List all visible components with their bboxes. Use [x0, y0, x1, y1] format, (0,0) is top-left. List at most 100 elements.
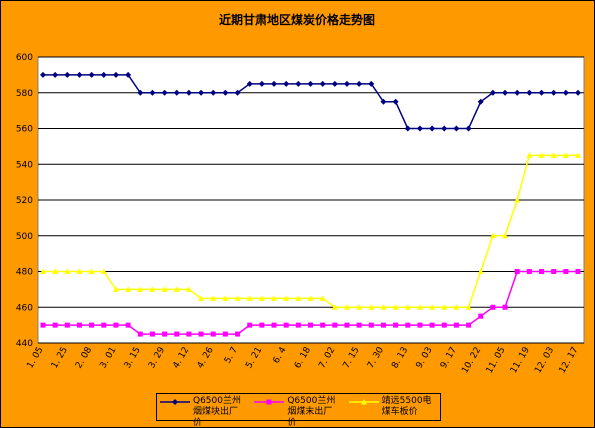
data-point — [40, 268, 46, 274]
data-point — [210, 331, 216, 337]
data-point — [234, 295, 241, 301]
data-point — [368, 304, 375, 310]
y-tick-label: 460 — [16, 303, 33, 313]
data-point — [478, 313, 484, 319]
y-tick-label: 600 — [16, 53, 33, 63]
data-point — [198, 331, 204, 337]
data-point — [161, 89, 168, 96]
data-point — [295, 295, 302, 301]
data-point — [174, 331, 180, 337]
data-point — [149, 89, 156, 96]
data-point — [514, 89, 521, 96]
data-point — [271, 80, 278, 87]
data-point — [271, 322, 277, 328]
data-point — [538, 152, 545, 158]
data-point — [295, 80, 302, 87]
data-point — [52, 71, 59, 78]
data-point — [295, 322, 301, 328]
data-point — [466, 322, 472, 328]
data-point — [502, 232, 509, 239]
data-point — [562, 89, 569, 96]
data-point — [64, 71, 71, 78]
data-point — [137, 331, 143, 337]
legend-marker — [172, 399, 178, 405]
data-point — [526, 89, 533, 96]
data-point — [100, 71, 107, 78]
data-point — [198, 295, 205, 301]
data-point — [368, 322, 374, 328]
legend-swatch — [160, 399, 190, 405]
data-point — [320, 322, 326, 328]
data-point — [259, 322, 265, 328]
data-point — [185, 286, 192, 292]
data-point — [380, 322, 386, 328]
data-point — [149, 286, 156, 292]
data-point — [502, 89, 509, 96]
data-point — [234, 89, 241, 96]
data-point — [453, 304, 460, 310]
data-point — [222, 295, 229, 301]
data-point — [453, 322, 459, 328]
data-point — [112, 71, 119, 78]
data-point — [173, 89, 180, 96]
data-point — [161, 286, 168, 292]
data-point — [575, 269, 581, 274]
data-point — [356, 322, 362, 328]
data-point — [40, 322, 46, 328]
data-point — [332, 322, 338, 328]
data-point — [453, 125, 460, 132]
data-point — [416, 125, 423, 132]
data-point — [563, 269, 569, 274]
data-point — [465, 125, 472, 132]
data-point — [539, 269, 545, 274]
data-point — [162, 331, 168, 337]
y-tick-label: 440 — [16, 339, 33, 349]
data-point — [100, 268, 107, 274]
legend-label: 靖远5500电煤车板价 — [381, 396, 432, 417]
legend-swatch — [254, 399, 285, 405]
data-point — [526, 152, 533, 158]
data-point — [40, 71, 46, 78]
data-point — [404, 125, 411, 132]
data-point — [550, 89, 557, 96]
data-point — [186, 331, 192, 337]
legend-item: Q6500兰州烟煤末出厂价 — [251, 394, 345, 428]
data-point — [393, 322, 399, 328]
data-point — [76, 71, 83, 78]
data-point — [271, 295, 278, 301]
y-tick-label: 580 — [16, 89, 33, 99]
legend-label: Q6500兰州烟煤块出厂价 — [193, 396, 241, 428]
legend-marker — [360, 399, 367, 405]
data-point — [550, 152, 557, 158]
data-point — [258, 80, 265, 87]
data-point — [562, 152, 569, 158]
data-point — [538, 89, 545, 96]
data-point — [526, 269, 532, 274]
data-point — [235, 331, 241, 337]
data-point — [319, 295, 326, 301]
data-point — [173, 286, 180, 292]
data-point — [88, 71, 95, 78]
data-point — [441, 322, 447, 328]
data-point — [149, 331, 155, 337]
data-point — [125, 286, 132, 292]
data-point — [380, 98, 387, 105]
data-point — [429, 322, 435, 328]
data-point — [416, 304, 423, 310]
data-point — [113, 322, 119, 328]
data-point — [477, 98, 484, 105]
data-point — [343, 304, 350, 310]
data-point — [551, 269, 557, 274]
data-point — [404, 304, 411, 310]
legend-swatch — [348, 399, 379, 405]
data-point — [112, 286, 119, 292]
data-point — [52, 268, 59, 274]
data-point — [465, 304, 472, 310]
data-point — [246, 80, 253, 87]
data-point — [356, 304, 363, 310]
data-point — [210, 89, 217, 96]
data-point — [575, 89, 581, 96]
data-point — [441, 125, 448, 132]
